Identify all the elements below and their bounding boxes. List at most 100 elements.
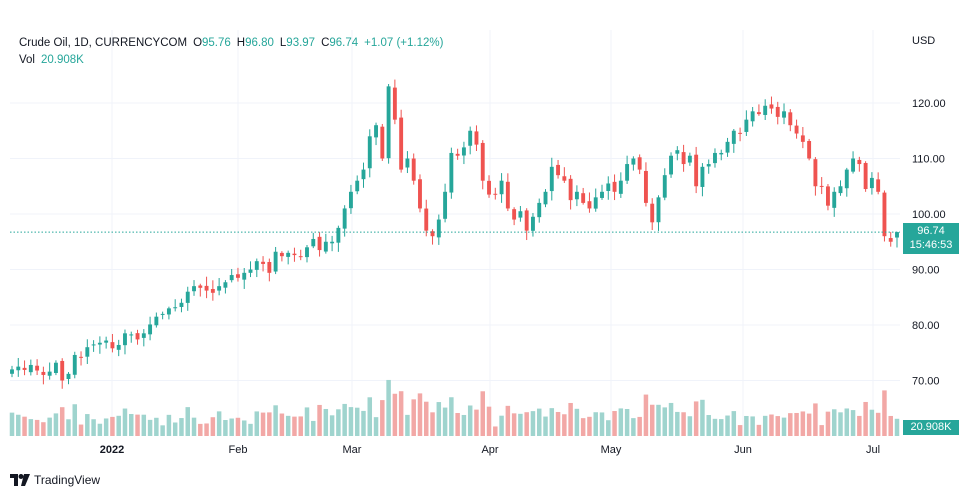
candle-body bbox=[838, 186, 843, 194]
candle bbox=[537, 198, 542, 223]
candle bbox=[675, 146, 680, 161]
candle-body bbox=[16, 366, 21, 371]
volume-bar bbox=[769, 414, 774, 436]
candle bbox=[587, 192, 592, 213]
volume-bar bbox=[122, 408, 128, 436]
candle-body bbox=[643, 170, 648, 203]
candle-body bbox=[769, 104, 774, 109]
volume-bar bbox=[480, 391, 485, 436]
candle bbox=[562, 167, 567, 183]
candle bbox=[461, 141, 466, 165]
candle bbox=[832, 187, 837, 217]
volume-bar bbox=[411, 399, 416, 436]
volume-bar bbox=[141, 414, 147, 436]
candle-body bbox=[775, 106, 780, 117]
volume-bar bbox=[499, 415, 504, 436]
candle-body bbox=[461, 147, 466, 156]
currency-label: USD bbox=[912, 35, 935, 47]
candle-body bbox=[524, 210, 529, 231]
candle-body bbox=[392, 87, 397, 120]
volume-bar bbox=[449, 397, 454, 436]
volume-bar bbox=[455, 412, 460, 436]
volume-bar bbox=[524, 412, 529, 436]
candle-body bbox=[895, 232, 899, 238]
volume-bar bbox=[467, 405, 473, 436]
candle-body bbox=[662, 175, 667, 198]
candle-body bbox=[267, 262, 272, 273]
candle bbox=[574, 185, 579, 207]
volume-bar bbox=[279, 413, 285, 436]
candle bbox=[700, 163, 705, 197]
candle-body bbox=[35, 365, 40, 371]
candle bbox=[857, 156, 862, 172]
candle bbox=[775, 101, 780, 125]
volume-bar bbox=[311, 420, 316, 436]
candle-body bbox=[694, 154, 699, 187]
candle bbox=[895, 231, 899, 248]
volume-tag: 20.908K bbox=[903, 420, 959, 435]
candle bbox=[888, 231, 893, 247]
volume-bar bbox=[41, 422, 46, 436]
candle-body bbox=[725, 141, 730, 153]
volume-bar bbox=[831, 409, 837, 436]
candle-body bbox=[141, 333, 146, 338]
volume-bar bbox=[72, 404, 78, 436]
candle bbox=[85, 339, 90, 365]
volume-bar bbox=[580, 418, 586, 436]
volume-bar bbox=[631, 418, 636, 436]
volume-bar bbox=[304, 407, 310, 436]
candle bbox=[123, 329, 127, 355]
volume-bar bbox=[637, 416, 642, 436]
candle-body bbox=[236, 274, 240, 278]
volume-bar bbox=[66, 419, 71, 436]
volume-bar bbox=[562, 414, 567, 436]
volume-bar bbox=[342, 403, 347, 436]
candle-body bbox=[254, 261, 259, 270]
volume-bar bbox=[800, 411, 806, 436]
candle bbox=[348, 184, 353, 214]
volume-bar bbox=[248, 423, 253, 436]
candle bbox=[612, 174, 617, 201]
candle-body bbox=[832, 191, 837, 208]
candle bbox=[323, 233, 328, 254]
volume-bar bbox=[675, 411, 680, 436]
volume-bar bbox=[744, 415, 749, 436]
volume-bar bbox=[599, 412, 605, 436]
tradingview-brand[interactable]: TradingView bbox=[10, 473, 100, 487]
volume-bar bbox=[129, 413, 134, 436]
candle-body bbox=[311, 238, 316, 247]
candle-body bbox=[298, 256, 303, 258]
volume-bar bbox=[593, 412, 598, 436]
volume-bar bbox=[693, 401, 699, 436]
volume-bar bbox=[273, 405, 278, 436]
legend-low-value: 93.97 bbox=[286, 37, 316, 49]
volume-bar bbox=[210, 417, 216, 436]
candle-body bbox=[593, 197, 598, 209]
candle bbox=[807, 138, 812, 161]
legend-close-label: C bbox=[321, 37, 330, 49]
candle-body bbox=[53, 362, 58, 373]
candle-body bbox=[210, 289, 215, 293]
volume-bar bbox=[97, 423, 103, 436]
volume-bar bbox=[317, 404, 322, 436]
volume-bar bbox=[392, 393, 398, 436]
candle bbox=[361, 162, 366, 188]
candle-body bbox=[418, 179, 422, 209]
candle bbox=[625, 155, 630, 184]
candle bbox=[876, 172, 881, 195]
candle bbox=[713, 148, 717, 168]
candle-body bbox=[531, 216, 535, 231]
x-tick-label: Feb bbox=[229, 444, 248, 456]
volume-bar bbox=[229, 418, 234, 436]
candle-body bbox=[411, 158, 416, 181]
volume-bar bbox=[91, 419, 96, 436]
candle-body bbox=[782, 111, 786, 118]
candle-body bbox=[242, 272, 247, 280]
candle-body bbox=[185, 291, 190, 303]
candle-body bbox=[217, 286, 222, 291]
volume-bar bbox=[756, 424, 762, 436]
candle-body bbox=[148, 324, 153, 335]
candle-body bbox=[28, 364, 33, 373]
